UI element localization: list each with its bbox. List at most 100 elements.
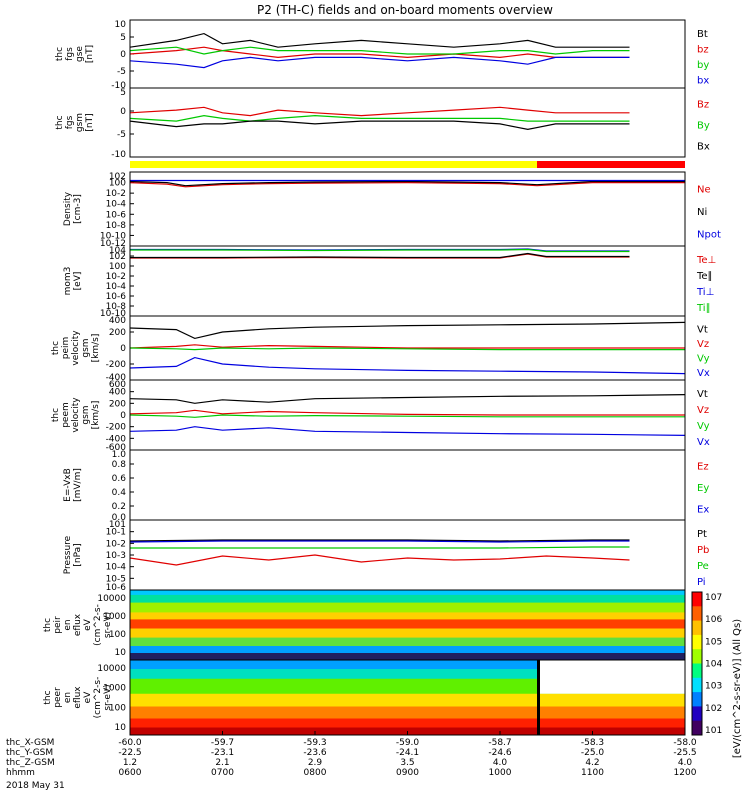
series-Bx <box>129 120 630 131</box>
legend-Pb: Pb <box>697 545 709 556</box>
y-tick-label: 200 <box>109 399 126 409</box>
series-Pt <box>129 539 630 542</box>
colorbar-segment <box>692 592 702 607</box>
legend-Vz: Vz <box>697 405 709 416</box>
series-by <box>129 46 630 55</box>
y-axis-label: E=-VxB <box>63 468 73 502</box>
ephemeris-value: -22.5 <box>118 748 141 758</box>
colorbar-segment <box>692 720 702 736</box>
y-tick-label: 400 <box>109 316 126 326</box>
colorbar-segment <box>692 692 702 707</box>
y-tick-label: 100 <box>109 630 126 640</box>
legend-Ex: Ex <box>697 504 709 515</box>
ephemeris-value: 4.0 <box>678 758 693 768</box>
ephemeris-value: 4.0 <box>493 758 508 768</box>
legend-By: By <box>697 121 710 132</box>
y-axis-label: (cm^2-s- <box>93 604 103 646</box>
ephemeris-value: -58.0 <box>673 738 697 748</box>
legend-Ti∥: Ti∥ <box>696 303 711 314</box>
colorbar-segment <box>692 649 702 664</box>
ephemeris-value: -59.7 <box>211 738 234 748</box>
y-axis-label: gsm <box>81 405 91 424</box>
y-axis-label: fgs <box>65 115 75 129</box>
y-axis-label: thc <box>55 115 65 129</box>
colorbar-tick: 106 <box>705 615 722 625</box>
ephemeris-value: 3.5 <box>400 758 414 768</box>
ephemeris-value: -59.3 <box>303 738 326 748</box>
plot-title: P2 (TH-C) fields and on-board moments ov… <box>257 3 553 17</box>
y-axis-label: eflux <box>73 613 83 636</box>
spectrogram-band <box>130 693 685 707</box>
y-tick-label: 0 <box>120 107 126 117</box>
y-tick-label: 10-2 <box>106 189 126 199</box>
colorbar: 107 106 105 104 103 102 101 [eV/(cm^2-s-sr-eV)]… <box>691 591 743 758</box>
spectrogram-band <box>130 590 685 596</box>
y-tick-label: 10000 <box>97 664 126 674</box>
spectrogram-band <box>130 653 685 661</box>
panel-frame <box>129 449 686 521</box>
panel-peim_velocity: 400 200 0 -200 -400 thc peim velocity gsm [km/s] V… <box>51 315 710 383</box>
ephemeris-label: thc_Z-GSM <box>6 758 55 768</box>
time-axis: thc_X-GSM -60.0 -59.7 -59.3 -59.0 -58.7 -58.3-… <box>6 731 697 791</box>
colorbar-tick: 101 <box>705 726 722 736</box>
series-Pi <box>129 540 630 543</box>
legend-Vx: Vx <box>697 368 710 379</box>
y-tick-label: 5 <box>120 33 126 43</box>
date-label: 2018 May 31 <box>6 781 65 791</box>
y-axis-label: gsm <box>75 113 85 132</box>
colorbar-tick: 103 <box>705 682 722 692</box>
status-bar <box>130 161 685 168</box>
legend-Pt: Pt <box>697 529 707 540</box>
y-tick-label: 101 <box>109 520 126 530</box>
series-Vx <box>129 356 686 375</box>
y-axis-label: [nPa] <box>73 543 83 566</box>
series-Vz <box>129 409 685 416</box>
y-tick-label: 102 <box>109 252 126 262</box>
y-axis-label: peim <box>61 337 71 360</box>
x-tick-label: 0800 <box>304 768 327 778</box>
y-tick-label: -5 <box>117 130 126 140</box>
y-tick-label: 10 <box>115 723 127 733</box>
series-Vy <box>129 414 685 418</box>
y-tick-label: 10-6 <box>106 210 127 220</box>
legend-bx: bx <box>697 75 709 86</box>
y-tick-label: 100 <box>109 179 126 189</box>
series-Bz <box>129 106 630 117</box>
series-Vy <box>129 347 685 351</box>
y-tick-label: 100 <box>109 262 126 272</box>
y-tick-label: 10-2 <box>106 539 126 549</box>
series-Ti∥ <box>130 248 630 253</box>
y-axis-label: velocity <box>71 330 81 366</box>
hhmm-label: hhmm <box>6 768 35 778</box>
x-tick-label: 1200 <box>674 768 697 778</box>
y-tick-label: 10-6 <box>106 583 127 593</box>
ephemeris-value: -58.7 <box>488 738 511 748</box>
legend-Pi: Pi <box>697 577 706 588</box>
spectrogram-band <box>130 612 685 620</box>
y-tick-label: 600 <box>109 380 126 390</box>
series-Pe <box>130 546 630 549</box>
colorbar-segment <box>692 620 702 636</box>
y-tick-label: 0 <box>120 344 126 354</box>
ephemeris-value: 4.2 <box>585 758 599 768</box>
y-axis-label: fgs <box>65 47 75 61</box>
colorbar-frame <box>691 591 703 736</box>
y-tick-label: 400 <box>109 388 126 398</box>
y-axis-label: [km/s] <box>91 401 101 430</box>
colorbar-segment <box>692 677 702 693</box>
ephemeris-value: 2.9 <box>308 758 323 768</box>
series-Te∥ <box>130 252 630 259</box>
x-tick-label: 1000 <box>489 768 512 778</box>
ephemeris-label: thc_Y-GSM <box>6 748 53 758</box>
y-axis-label: sr-eV) <box>103 612 113 638</box>
legend-bz: bz <box>697 44 709 55</box>
spectrogram-band <box>130 706 685 719</box>
y-axis-label: peer <box>53 687 63 708</box>
y-tick-label: 0.0 <box>112 513 127 523</box>
legend-Ne: Ne <box>697 184 711 195</box>
